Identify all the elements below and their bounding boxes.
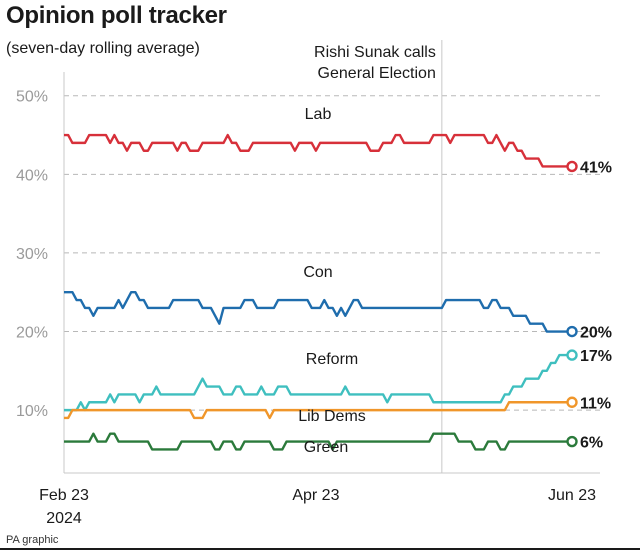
series-name-label: Reform (306, 351, 358, 368)
series-end-marker (566, 396, 578, 408)
y-tick-label: 40% (16, 167, 48, 184)
series-end-label: 41% (580, 159, 612, 176)
x-tick-sublabel: 2024 (46, 510, 82, 527)
annotation-text-line2: General Election (318, 65, 436, 82)
series-end-label: 20% (580, 325, 612, 342)
series-layer: 41% Lab 20% Con 17% Reform 11% Lib Dems 6% Green (64, 106, 612, 456)
chart-subtitle: (seven-day rolling average) (6, 40, 200, 57)
series-line-con (64, 291, 572, 333)
chart-title: Opinion poll tracker (6, 2, 227, 29)
series-line-green (64, 432, 572, 451)
axes-layer: 10% 20% 30% 40% 50% Feb 23 2024 Apr 23 Jun 23 (16, 72, 600, 527)
bottom-rule (0, 548, 640, 550)
series-line-reform (64, 353, 572, 412)
annotation-text-line1: Rishi Sunak calls (314, 44, 436, 61)
series-end-marker (566, 325, 578, 338)
series-end-marker (566, 435, 578, 448)
x-tick-label: Feb 23 (39, 487, 89, 504)
series-line-lab (64, 133, 572, 168)
series-name-label: Lab (305, 106, 332, 123)
annotation-layer: Rishi Sunak calls General Election (314, 40, 443, 473)
series-end-label: 11% (580, 395, 611, 412)
series-end-marker (566, 160, 578, 173)
series-name-label: Green (304, 439, 348, 456)
series-name-label: Con (303, 264, 332, 281)
poll-line-chart: 10% 20% 30% 40% 50% Feb 23 2024 Apr 23 Jun 23 Ri… (16, 40, 612, 527)
y-tick-label: 50% (16, 89, 48, 106)
series-end-label: 17% (580, 348, 612, 365)
y-tick-label: 10% (16, 403, 48, 420)
credit-label: PA graphic (6, 534, 59, 546)
series-name-label: Lib Dems (298, 408, 366, 425)
x-tick-label: Apr 23 (292, 487, 339, 504)
series-end-marker (566, 349, 578, 361)
x-tick-label: Jun 23 (548, 487, 596, 504)
series-line-lib-dems (64, 401, 572, 420)
y-tick-label: 30% (16, 246, 48, 263)
y-tick-label: 20% (16, 325, 48, 342)
series-end-label: 6% (580, 435, 603, 452)
